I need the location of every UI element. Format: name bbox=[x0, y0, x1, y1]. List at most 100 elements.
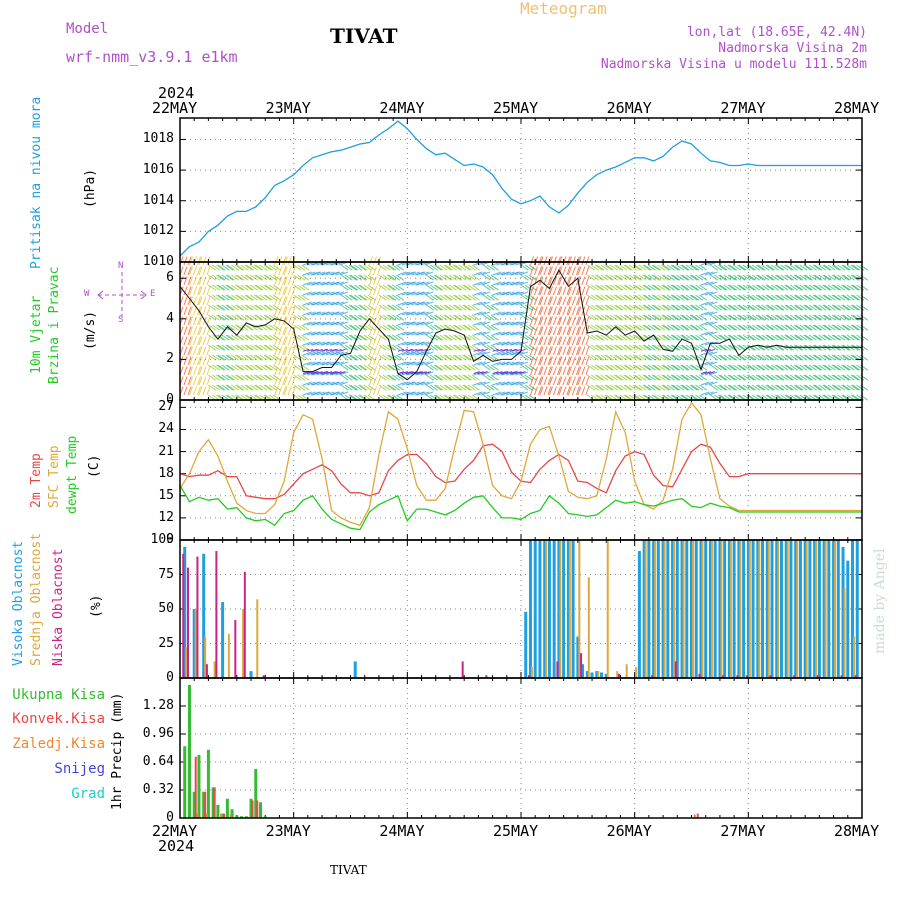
wind-streak bbox=[283, 286, 288, 296]
wind-streak bbox=[689, 314, 698, 321]
wind-streak bbox=[776, 324, 785, 331]
wind-streak bbox=[183, 366, 188, 376]
wind-streak bbox=[538, 336, 543, 346]
bar-series-0 bbox=[813, 540, 817, 678]
wind-streak bbox=[595, 374, 603, 381]
wind-streak bbox=[581, 346, 586, 356]
wind-streak bbox=[372, 346, 377, 356]
wind-streak bbox=[657, 384, 666, 391]
wind-streak bbox=[691, 384, 700, 391]
wind-streak bbox=[473, 321, 483, 326]
wind-streak bbox=[719, 274, 728, 281]
wind-streak bbox=[752, 304, 760, 311]
wind-streak bbox=[852, 264, 861, 271]
wind-streak bbox=[244, 294, 253, 301]
wind-streak bbox=[653, 384, 662, 391]
wind-streak bbox=[672, 324, 681, 331]
wind-streak bbox=[372, 306, 377, 316]
wind-streak bbox=[458, 374, 467, 381]
wind-streak bbox=[676, 284, 685, 291]
wind-streak bbox=[808, 274, 817, 281]
wind-streak bbox=[530, 336, 535, 346]
wind-streak bbox=[254, 274, 262, 281]
wind-streak bbox=[227, 284, 236, 291]
wind-streak bbox=[206, 336, 211, 346]
wind-streak bbox=[236, 324, 245, 331]
wind-streak bbox=[320, 271, 330, 276]
wind-streak bbox=[473, 381, 483, 386]
bar-series-1 bbox=[673, 540, 676, 678]
wind-streak bbox=[567, 316, 572, 326]
compass-west: W bbox=[84, 289, 90, 299]
wind-streak bbox=[699, 274, 708, 281]
wind-streak bbox=[297, 354, 306, 361]
wind-streak bbox=[670, 344, 679, 351]
wind-streak bbox=[515, 381, 525, 386]
wind-streak bbox=[501, 341, 511, 346]
compass-east: E bbox=[150, 289, 156, 299]
wind-streak bbox=[548, 356, 553, 366]
wind-streak bbox=[376, 356, 381, 366]
wind-streak bbox=[486, 304, 495, 311]
wind-streak bbox=[552, 376, 557, 386]
wind-streak bbox=[676, 274, 685, 281]
wind-streak bbox=[264, 284, 273, 291]
wind-streak bbox=[344, 284, 353, 291]
wind-streak bbox=[511, 391, 521, 396]
wind-streak bbox=[429, 324, 438, 331]
wind-streak bbox=[435, 304, 444, 311]
wind-streak bbox=[748, 324, 756, 331]
wind-streak bbox=[348, 384, 357, 391]
wind-streak bbox=[680, 294, 689, 301]
wind-streak bbox=[197, 386, 202, 396]
wind-streak bbox=[492, 341, 502, 346]
wind-streak bbox=[708, 331, 718, 336]
wind-streak bbox=[501, 301, 511, 306]
wind-streak bbox=[496, 351, 506, 356]
wind-streak bbox=[454, 324, 463, 331]
wind-streak bbox=[359, 294, 368, 301]
wind-streak bbox=[331, 321, 341, 326]
wind-streak bbox=[661, 324, 670, 331]
bar-series-0 bbox=[817, 540, 821, 678]
wind-streak bbox=[524, 334, 533, 341]
wind-streak bbox=[254, 344, 262, 351]
wind-streak bbox=[577, 286, 582, 296]
wind-streak bbox=[643, 344, 652, 351]
wind-streak bbox=[818, 274, 827, 281]
wind-streak bbox=[638, 384, 647, 391]
wind-streak bbox=[458, 284, 467, 291]
wind-streak bbox=[595, 294, 603, 301]
wind-streak bbox=[850, 264, 859, 271]
wind-streak bbox=[789, 384, 798, 391]
wind-streak bbox=[420, 348, 427, 352]
wind-streak bbox=[505, 361, 515, 366]
wind-streak bbox=[795, 314, 804, 321]
wind-streak bbox=[581, 326, 586, 336]
wind-streak bbox=[443, 264, 452, 271]
wind-streak bbox=[642, 354, 651, 361]
wind-streak bbox=[604, 384, 613, 391]
wind-streak bbox=[562, 306, 567, 316]
wind-streak bbox=[187, 336, 192, 346]
wind-streak bbox=[208, 364, 217, 371]
wind-streak bbox=[372, 386, 377, 396]
wind-streak bbox=[822, 384, 831, 391]
wind-streak bbox=[581, 366, 586, 376]
wind-streak bbox=[227, 314, 236, 321]
wind-streak bbox=[358, 274, 367, 281]
wind-streak bbox=[312, 281, 322, 286]
wind-streak bbox=[766, 294, 775, 301]
wind-streak bbox=[388, 354, 397, 361]
wind-streak bbox=[543, 386, 548, 396]
wind-streak bbox=[221, 314, 230, 321]
wind-streak bbox=[547, 316, 552, 326]
wind-streak bbox=[344, 364, 353, 371]
wind-streak bbox=[397, 381, 407, 386]
bar-series-0 bbox=[576, 636, 580, 678]
wind-streak bbox=[435, 344, 444, 351]
wind-streak bbox=[505, 341, 515, 346]
wind-streak bbox=[784, 264, 793, 271]
wind-streak bbox=[492, 301, 502, 306]
wind-streak bbox=[613, 284, 622, 291]
